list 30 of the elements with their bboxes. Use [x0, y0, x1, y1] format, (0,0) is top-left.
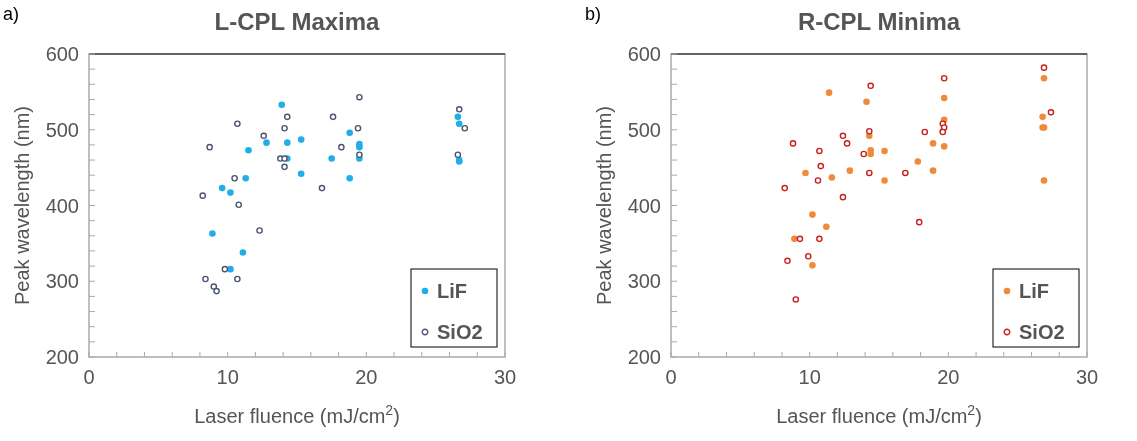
legend-label: LiF [1019, 280, 1049, 302]
y-axis-title: Peak wavelength (nm) [593, 106, 615, 305]
x-axis-title: Laser fluence (mJ/cm$^{2}$) [194, 402, 400, 427]
x-tick-label: 30 [1075, 366, 1099, 388]
y-tick-label: 300 [627, 270, 661, 293]
y-tick-label: 200 [45, 346, 79, 368]
x-tick-label: 0 [665, 366, 677, 388]
y-tick-label: 400 [627, 194, 661, 217]
chart-title: L-CPL Maxima [214, 8, 381, 35]
legend-label: LiF [437, 280, 467, 302]
x-tick-label: 20 [937, 366, 960, 388]
text: a) [3, 4, 20, 24]
x-tick-label: 10 [798, 366, 821, 388]
x-tick-label: 20 [355, 366, 378, 388]
x-tick-label: 30 [493, 366, 517, 388]
y-tick-label: 600 [627, 43, 661, 65]
y-tick-label: 500 [627, 118, 661, 141]
legend-label: SiO2 [1019, 321, 1065, 343]
chart-title: R-CPL Minima [797, 8, 961, 35]
y-tick-label: 300 [45, 270, 79, 293]
y-tick-label: 200 [627, 346, 661, 368]
text: b) [585, 4, 602, 24]
y-tick-label: 600 [45, 43, 79, 65]
x-tick-label: 0 [83, 366, 95, 388]
x-axis-title: Laser fluence (mJ/cm$^{2}$) [776, 402, 982, 427]
legend-label: SiO2 [437, 321, 483, 343]
y-axis-title: Peak wavelength (nm) [11, 106, 33, 305]
y-tick-label: 400 [45, 194, 79, 217]
y-tick-label: 500 [45, 118, 79, 141]
x-tick-label: 10 [216, 366, 239, 388]
